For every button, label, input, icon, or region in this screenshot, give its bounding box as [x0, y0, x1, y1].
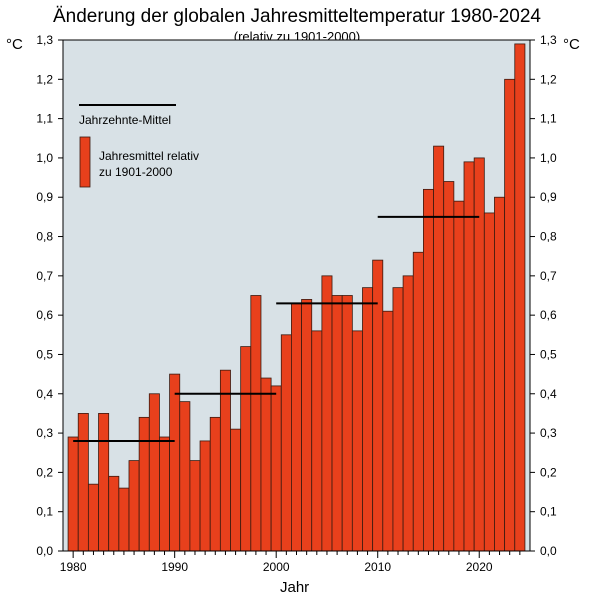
bar-2002 — [291, 302, 302, 552]
bar-2004 — [311, 330, 323, 552]
y-tick-label-left: 0,6 — [36, 308, 53, 322]
y-tick-label-left: 1,1 — [36, 112, 53, 126]
bar-2012 — [392, 287, 404, 552]
x-tick-label: 1990 — [161, 560, 188, 574]
bar-2013 — [402, 275, 414, 552]
y-tick-label-right: 0,8 — [540, 230, 557, 244]
bar-1990 — [169, 373, 181, 552]
bar-2009 — [362, 287, 374, 552]
bar-1983 — [98, 413, 110, 552]
bar-1980 — [67, 436, 79, 552]
bar-2017 — [443, 181, 455, 552]
y-tick-label-right: 1,0 — [540, 151, 557, 165]
x-tick-label: 2020 — [466, 560, 493, 574]
bar-1994 — [209, 416, 221, 552]
bar-1985 — [118, 487, 130, 552]
bar-2014 — [412, 251, 424, 552]
y-tick-label-left: 0,0 — [36, 544, 53, 558]
bar-1998 — [250, 295, 262, 552]
y-tick-label-right: 0,2 — [540, 465, 557, 479]
y-tick-label-right: 0,9 — [540, 190, 557, 204]
bar-2008 — [351, 330, 363, 552]
y-tick-label-left: 0,8 — [36, 230, 53, 244]
bar-2011 — [382, 310, 394, 552]
y-axis-unit-left: °C — [6, 36, 23, 53]
x-tick-label: 2000 — [263, 560, 290, 574]
y-tick-label-right: 0,3 — [540, 426, 557, 440]
y-tick-label-left: 0,2 — [36, 465, 53, 479]
bar-2022 — [494, 196, 506, 552]
y-tick-label-left: 0,9 — [36, 190, 53, 204]
y-tick-label-right: 0,4 — [540, 387, 557, 401]
chart-title: Änderung der globalen Jahresmitteltemper… — [53, 6, 541, 27]
bar-1995 — [219, 369, 231, 552]
y-tick-label-left: 0,3 — [36, 426, 53, 440]
x-axis-label: Jahr — [280, 579, 310, 596]
y-tick-label-left: 1,0 — [36, 151, 53, 165]
bar-2019 — [463, 161, 475, 552]
bar-2006 — [331, 295, 343, 552]
y-tick-label-right: 0,7 — [540, 269, 557, 283]
bar-1982 — [87, 483, 99, 552]
bar-1991 — [179, 401, 191, 552]
bar-1988 — [148, 393, 160, 552]
x-tick-label: 2010 — [364, 560, 391, 574]
bar-1984 — [108, 475, 120, 552]
y-tick-label-left: 1,2 — [36, 72, 53, 86]
bar-1992 — [189, 460, 201, 552]
y-tick-label-right: 0,0 — [540, 544, 557, 558]
bar-2007 — [341, 295, 353, 552]
y-tick-label-right: 0,5 — [540, 347, 557, 361]
legend-bar-label-line1: Jahresmittel relativ — [99, 149, 199, 163]
y-tick-label-left: 0,1 — [36, 505, 53, 519]
bar-2016 — [433, 145, 445, 552]
bar-2001 — [280, 334, 292, 552]
bar-2018 — [453, 200, 465, 552]
y-tick-label-right: 1,1 — [540, 112, 557, 126]
bar-2024 — [514, 43, 526, 552]
legend-bar-swatch — [79, 136, 91, 188]
y-tick-label-left: 0,7 — [36, 269, 53, 283]
bar-1997 — [240, 346, 252, 552]
bar-1996 — [230, 428, 242, 552]
bar-2005 — [321, 275, 333, 552]
bar-2015 — [423, 188, 434, 552]
y-axis-unit-right: °C — [563, 36, 580, 53]
bar-1981 — [77, 413, 89, 552]
y-tick-label-left: 0,5 — [36, 347, 53, 361]
bar-1989 — [159, 436, 170, 552]
bar-1986 — [128, 460, 140, 552]
bar-1987 — [138, 416, 150, 552]
y-tick-label-left: 0,4 — [36, 387, 53, 401]
bar-2003 — [301, 299, 313, 552]
y-tick-label-right: 1,2 — [540, 72, 557, 86]
bar-2021 — [483, 212, 495, 552]
x-tick-label: 1980 — [60, 560, 87, 574]
y-tick-label-left: 1,3 — [36, 33, 53, 47]
bar-1993 — [199, 440, 211, 552]
bar-2023 — [504, 78, 516, 552]
y-tick-label-right: 1,3 — [540, 33, 557, 47]
bar-2000 — [270, 385, 282, 552]
y-tick-label-right: 0,6 — [540, 308, 557, 322]
bar-1999 — [260, 377, 272, 552]
legend-bar-label-line2: zu 1901-2000 — [99, 165, 173, 179]
y-tick-label-right: 0,1 — [540, 505, 557, 519]
legend-line-label: Jahrzehnte-Mittel — [79, 113, 171, 127]
